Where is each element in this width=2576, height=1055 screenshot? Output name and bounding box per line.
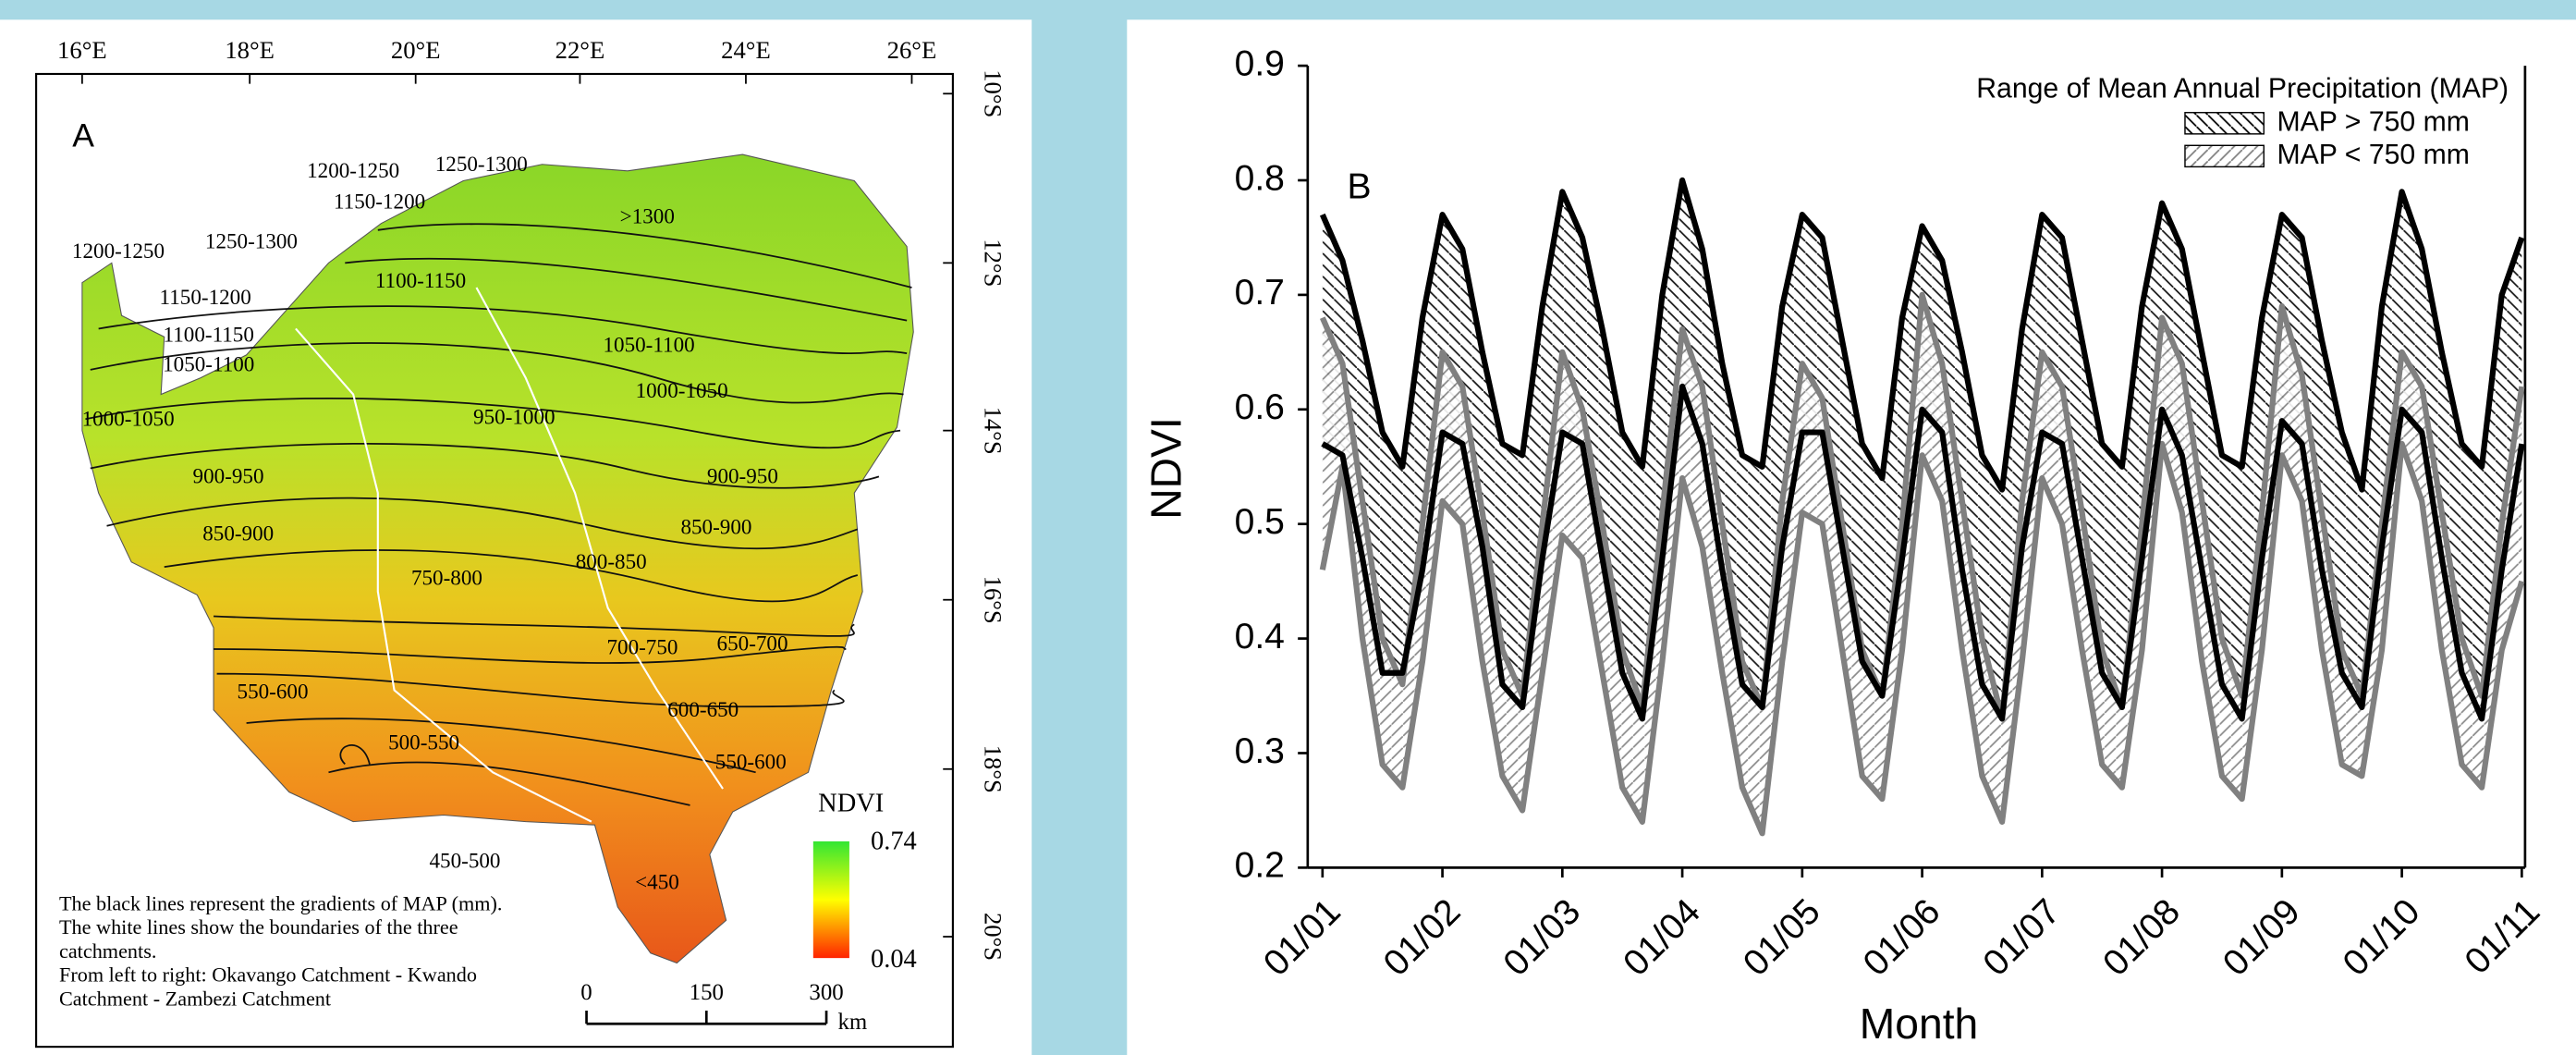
- ndvi-legend-min: 0.04: [871, 945, 917, 974]
- map-note: The black lines represent the gradients …: [59, 891, 503, 914]
- panel-label: B: [1347, 167, 1371, 207]
- y-axis-title: NDVI: [1142, 417, 1190, 519]
- contour-label: 450-500: [430, 848, 501, 872]
- panel-label: A: [72, 117, 94, 154]
- legend-label: MAP < 750 mm: [2277, 140, 2470, 170]
- contour-label: 950-1000: [473, 404, 555, 428]
- contour-label: <450: [635, 869, 679, 893]
- legend-swatch: [2184, 112, 2265, 135]
- band-line: [1319, 440, 2525, 837]
- contour-label: 750-800: [411, 566, 482, 590]
- lon-tick-label: 16°E: [57, 36, 107, 64]
- contour-label: 1250-1300: [435, 152, 528, 176]
- y-tick-label: 0.3: [1235, 731, 1285, 771]
- contour-label: 1250-1300: [205, 228, 298, 252]
- legend-swatch: [2184, 144, 2265, 168]
- lon-tick-label: 24°E: [721, 36, 771, 64]
- scale-label: 0: [580, 980, 592, 1005]
- ndvi-legend-title: NDVI: [818, 789, 884, 817]
- contour-label: 1200-1250: [307, 158, 399, 182]
- contour-label: 1050-1100: [163, 352, 254, 376]
- lat-tick-label: 14°S: [980, 407, 1007, 455]
- y-tick-label: 0.4: [1235, 617, 1285, 656]
- y-tick-label: 0.6: [1235, 387, 1285, 427]
- contour-label: 1000-1050: [636, 378, 728, 402]
- lat-tick-label: 10°S: [980, 69, 1007, 117]
- lon-tick-label: 26°E: [887, 36, 937, 64]
- ndvi-colorbar: [812, 840, 849, 959]
- legend-title: Range of Mean Annual Precipitation (MAP): [1976, 74, 2509, 104]
- band-line: [1321, 383, 2525, 722]
- contour-label: 1150-1200: [334, 190, 425, 214]
- contour-lines: [85, 223, 912, 806]
- legend-label: MAP > 750 mm: [2277, 106, 2470, 137]
- map-note: The white lines show the boundaries of t…: [59, 915, 458, 938]
- lat-tick-label: 12°S: [980, 239, 1007, 287]
- y-tick-label: 0.2: [1235, 846, 1285, 886]
- catchment-boundaries: [295, 287, 724, 823]
- lon-tick-label: 18°E: [225, 36, 275, 64]
- contour-label: >1300: [620, 204, 675, 228]
- contour-label: 900-950: [707, 463, 778, 487]
- map-note: catchments.: [59, 939, 156, 963]
- y-tick-label: 0.7: [1235, 273, 1285, 313]
- contour-label: 1100-1150: [375, 268, 466, 292]
- y-tick-label: 0.9: [1235, 43, 1285, 83]
- contour-label: 900-950: [193, 463, 264, 487]
- lon-tick-label: 20°E: [391, 36, 441, 64]
- x-axis-title: Month: [1860, 1000, 1978, 1048]
- band-area: [1322, 294, 2522, 834]
- contour-label: 1100-1150: [164, 323, 254, 347]
- scale-label: 150: [690, 980, 724, 1005]
- contour-label: 500-550: [388, 730, 459, 754]
- contour-label: 800-850: [576, 549, 647, 573]
- ndvi-legend-max: 0.74: [871, 827, 917, 855]
- contour-label: 850-900: [202, 521, 274, 546]
- contour-label: 1050-1100: [603, 332, 694, 356]
- map-note: From left to right: Okavango Catchment -…: [59, 963, 477, 987]
- map: A 16°E 18°E 20°E 22°E 24°E 26°E 10°S 12°S 14°S 16°…: [35, 36, 1007, 1049]
- lat-tick-label: 16°S: [980, 576, 1007, 624]
- scale-unit: km: [837, 1010, 867, 1035]
- map-note: Catchment - Zambezi Catchment: [59, 987, 332, 1010]
- scale-label: 300: [809, 980, 843, 1005]
- map-frame: [35, 72, 954, 1049]
- lon-tick-label: 22°E: [555, 36, 605, 64]
- band-area: [1322, 179, 2522, 719]
- contour-label: 1200-1250: [72, 239, 165, 263]
- contour-label: 700-750: [606, 634, 678, 658]
- contour-label: 550-600: [715, 750, 787, 774]
- contour-label: 850-900: [680, 515, 751, 539]
- band-line: [1319, 177, 2525, 493]
- contour-label: 600-650: [667, 697, 739, 721]
- contour-label: 550-600: [238, 679, 309, 703]
- y-tick-label: 0.8: [1235, 158, 1285, 198]
- contour-label: 1000-1050: [82, 406, 175, 430]
- contour-label: 650-700: [717, 632, 788, 656]
- lat-tick-label: 20°S: [980, 913, 1007, 961]
- y-tick-label: 0.5: [1235, 502, 1285, 542]
- lat-tick-label: 18°S: [980, 745, 1007, 793]
- contour-label: 1150-1200: [160, 285, 251, 309]
